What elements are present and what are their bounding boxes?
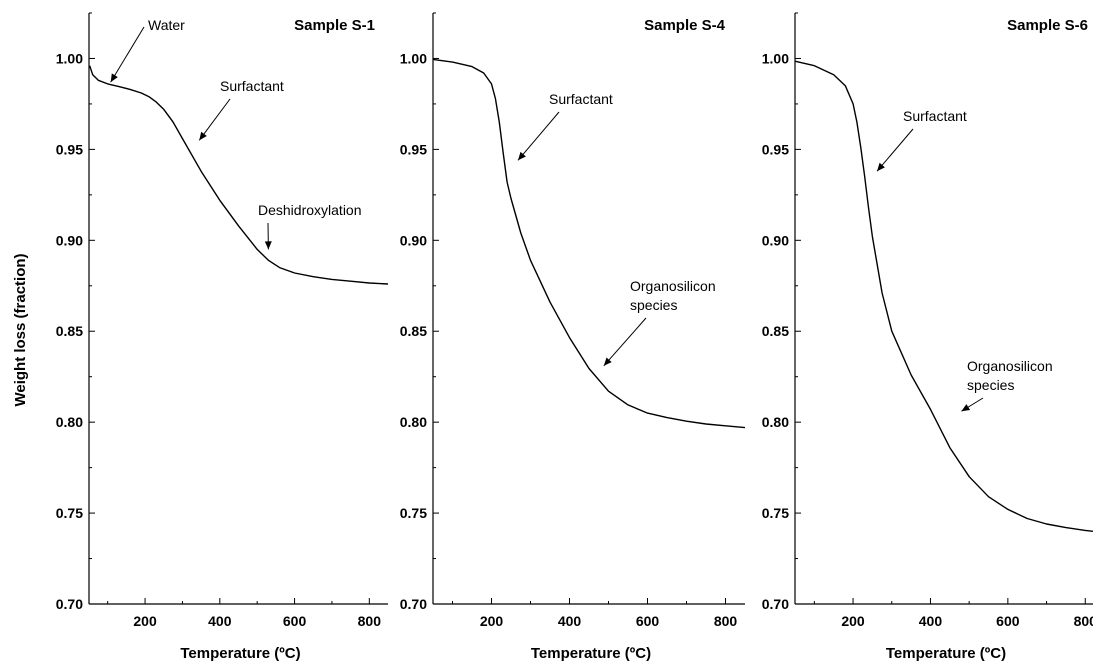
y-tick-label: 0.70 xyxy=(400,596,427,612)
annotation-line: Surfactant xyxy=(220,78,284,94)
chart-panel-3: 0.70 0.75 0.80 0.85 0.90 0.95 1.00 200 400 600 800… xyxy=(762,12,1093,662)
y-axis-title: Weight loss (fraction) xyxy=(12,253,29,406)
annotation-line: Organosilicon xyxy=(967,358,1053,374)
chart-panel-1: 0.70 0.75 0.80 0.85 0.90 0.95 1.00 200 400 600 800… xyxy=(56,12,389,662)
y-tick-label: 0.85 xyxy=(56,323,83,339)
y-tick-label: 0.85 xyxy=(400,323,427,339)
annotation-label: Surfactant xyxy=(549,91,613,107)
annotation-line: Water xyxy=(148,17,185,33)
annotation-arrow-line xyxy=(876,128,914,172)
panel-title: Sample S-6 xyxy=(1007,17,1088,34)
annotation-line: species xyxy=(630,297,677,313)
annotation-arrowhead xyxy=(603,357,612,366)
y-tick-label: 0.80 xyxy=(762,414,789,430)
y-tick-label: 0.90 xyxy=(762,232,789,248)
y-tick-label: 0.75 xyxy=(762,505,789,521)
y-tick-label: 0.80 xyxy=(56,414,83,430)
y-tick-label: 0.90 xyxy=(56,232,83,248)
annotation-arrowhead xyxy=(961,404,971,412)
y-tick-label: 0.95 xyxy=(56,141,83,157)
x-tick-label: 600 xyxy=(283,613,307,629)
x-axis-title: Temperature (ºC) xyxy=(531,645,651,662)
x-tick-label: 600 xyxy=(636,613,660,629)
annotation-label: Surfactant xyxy=(903,108,967,124)
y-tick-label: 1.00 xyxy=(762,50,789,66)
x-tick-label: 400 xyxy=(208,613,232,629)
y-tick-label: 0.70 xyxy=(762,596,789,612)
x-tick-label: 800 xyxy=(1074,613,1093,629)
x-tick-label: 800 xyxy=(358,613,382,629)
y-tick-label: 1.00 xyxy=(400,50,427,66)
panel-title: Sample S-4 xyxy=(644,17,726,34)
annotation-arrow-line xyxy=(198,98,231,141)
x-tick-label: 400 xyxy=(919,613,943,629)
annotation-line: Organosilicon xyxy=(630,278,716,294)
annotation-line: species xyxy=(967,377,1014,393)
x-axis-title: Temperature (ºC) xyxy=(886,645,1006,662)
y-tick-label: 0.85 xyxy=(762,323,789,339)
x-tick-label: 200 xyxy=(480,613,504,629)
x-tick-label: 800 xyxy=(714,613,738,629)
annotation-arrowhead xyxy=(110,73,118,83)
annotation-arrowhead xyxy=(264,241,272,250)
annotation-line: Deshidroxylation xyxy=(258,202,362,218)
y-tick-label: 0.95 xyxy=(400,141,427,157)
annotation-arrow-line xyxy=(517,111,560,161)
annotation-label: Deshidroxylation xyxy=(258,202,362,218)
annotation-label: Water xyxy=(148,17,185,33)
y-tick-label: 0.90 xyxy=(400,232,427,248)
y-tick-label: 1.00 xyxy=(56,50,83,66)
weight-loss-curve xyxy=(89,65,389,285)
annotation-arrow-line xyxy=(110,26,145,83)
y-tick-label: 0.75 xyxy=(56,505,83,521)
y-tick-label: 0.75 xyxy=(400,505,427,521)
y-tick-label: 0.70 xyxy=(56,596,83,612)
annotation-label: Organosilicon species xyxy=(630,278,716,313)
x-tick-label: 600 xyxy=(996,613,1020,629)
x-tick-label: 200 xyxy=(133,613,157,629)
weight-loss-curve xyxy=(794,60,1093,532)
annotation-line: Surfactant xyxy=(549,91,613,107)
annotation-label: Surfactant xyxy=(220,78,284,94)
annotation-arrowhead xyxy=(518,151,526,161)
y-tick-label: 0.80 xyxy=(400,414,427,430)
y-tick-label: 0.95 xyxy=(762,141,789,157)
weight-loss-curve xyxy=(432,58,746,429)
x-axis-title: Temperature (ºC) xyxy=(180,645,300,662)
chart-panel-2: 0.70 0.75 0.80 0.85 0.90 0.95 1.00 200 400 600 800… xyxy=(400,12,746,662)
annotation-line: Surfactant xyxy=(903,108,967,124)
x-tick-label: 400 xyxy=(558,613,582,629)
annotation-arrowhead xyxy=(199,131,207,141)
x-tick-label: 200 xyxy=(841,613,865,629)
annotation-arrow-line xyxy=(603,317,647,367)
annotation-arrowhead xyxy=(877,162,885,172)
annotation-label: Organosilicon species xyxy=(967,358,1053,393)
panel-title: Sample S-1 xyxy=(294,17,375,34)
